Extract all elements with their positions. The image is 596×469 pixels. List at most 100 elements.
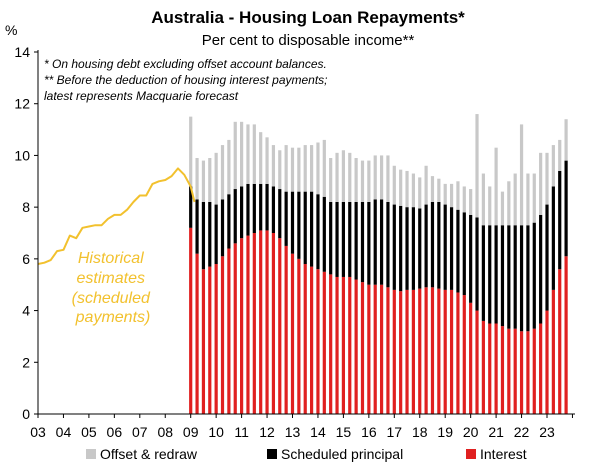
bar-offset: [399, 169, 403, 206]
x-tick-label: 21: [488, 424, 504, 440]
bar-offset: [208, 158, 212, 202]
bar-interest: [322, 271, 326, 414]
bar-interest: [335, 276, 339, 414]
y-tick-label: 0: [22, 406, 30, 422]
historical-line: [37, 167, 196, 265]
bar-principal: [424, 204, 428, 288]
y-tick-label: 6: [22, 251, 30, 267]
historical-line-group: [37, 167, 196, 265]
bar-principal: [201, 201, 206, 270]
y-axis-unit: %: [5, 22, 17, 38]
bar-offset: [367, 160, 371, 202]
bar-offset: [259, 132, 263, 184]
bar-interest: [278, 238, 282, 414]
bar-principal: [265, 183, 269, 231]
bar-interest: [526, 331, 530, 414]
x-axis-ticks: 03 04 05 06 07 08 09 10 11 12 13 14 15 16 17 18 19 20 21 22…: [30, 414, 573, 440]
y-tick-label: 10: [14, 147, 30, 163]
bar-interest: [252, 233, 256, 414]
chart-subtitle: Per cent to disposable income**: [202, 32, 415, 49]
bar-principal: [462, 212, 466, 296]
bar-offset: [539, 152, 543, 215]
bar-offset: [227, 139, 231, 195]
bar-principal: [309, 191, 314, 267]
x-tick-label: 22: [514, 424, 530, 440]
bar-offset: [195, 158, 199, 200]
bar-offset: [278, 150, 282, 190]
bar-interest: [316, 269, 320, 414]
bar-interest: [411, 289, 415, 414]
bar-offset: [469, 189, 473, 215]
bar-principal: [539, 214, 543, 324]
x-tick-label: 09: [183, 424, 199, 440]
bar-interest: [494, 323, 498, 414]
bar-interest: [290, 253, 295, 414]
bar-principal: [360, 201, 365, 283]
bar-principal: [233, 189, 237, 244]
bar-offset: [545, 152, 549, 205]
bar-offset: [303, 145, 307, 192]
bar-principal: [195, 199, 199, 254]
bar-interest: [354, 279, 358, 414]
bar-interest: [208, 266, 212, 414]
bar-interest: [303, 264, 307, 414]
bar-principal: [494, 225, 498, 324]
bar-offset: [322, 139, 326, 197]
bar-interest: [240, 238, 244, 414]
bar-offset: [290, 147, 295, 192]
chart-note-1: * On housing debt excluding offset accou…: [44, 57, 327, 71]
bar-offset: [443, 183, 447, 205]
bar-offset: [271, 145, 276, 187]
bar-interest: [189, 227, 193, 414]
chart-title: Australia - Housing Loan Repayments*: [151, 8, 465, 27]
x-tick-label: 07: [132, 424, 148, 440]
bar-interest: [437, 288, 441, 414]
bar-offset: [532, 173, 536, 223]
historical-label-line-2: estimates: [77, 270, 145, 287]
bar-interest: [392, 289, 396, 414]
bar-principal: [469, 214, 473, 303]
x-tick-label: 18: [412, 424, 428, 440]
bar-principal: [430, 201, 435, 288]
bar-interest: [418, 288, 422, 414]
bar-offset: [513, 173, 517, 226]
bar-interest: [462, 295, 466, 414]
bar-principal: [475, 217, 479, 311]
bar-interest: [399, 291, 403, 414]
bar-interest: [488, 323, 492, 414]
legend-label-interest: Interest: [480, 446, 527, 462]
legend-swatch-principal: [267, 449, 277, 459]
bar-principal: [532, 222, 536, 329]
bar-principal: [290, 191, 295, 254]
x-tick-label: 12: [259, 424, 275, 440]
bar-principal: [271, 186, 276, 233]
bar-offset: [189, 116, 193, 187]
x-tick-label: 10: [208, 424, 224, 440]
bar-offset: [316, 142, 320, 195]
bar-interest: [265, 230, 269, 414]
x-tick-label: 04: [56, 424, 72, 440]
bar-interest: [386, 287, 390, 414]
bar-principal: [392, 204, 396, 290]
legend-swatch-interest: [466, 449, 476, 459]
bar-interest: [227, 248, 231, 414]
x-tick-label: 19: [437, 424, 453, 440]
bar-offset: [551, 145, 555, 187]
bar-principal: [481, 225, 485, 321]
x-tick-label: 03: [30, 424, 46, 440]
bar-offset: [246, 124, 250, 184]
x-tick-label: 06: [107, 424, 123, 440]
bar-principal: [456, 209, 460, 293]
bar-principal: [246, 183, 250, 236]
bar-offset: [488, 186, 492, 226]
bar-principal: [354, 201, 358, 280]
bar-interest: [284, 245, 288, 414]
legend-label-principal: Scheduled principal: [281, 446, 403, 462]
bar-principal: [500, 225, 505, 327]
bar-principal: [240, 186, 244, 239]
x-tick-label: 05: [81, 424, 97, 440]
bar-offset: [430, 176, 435, 202]
x-tick-label: 20: [463, 424, 479, 440]
bar-interest: [259, 230, 263, 414]
